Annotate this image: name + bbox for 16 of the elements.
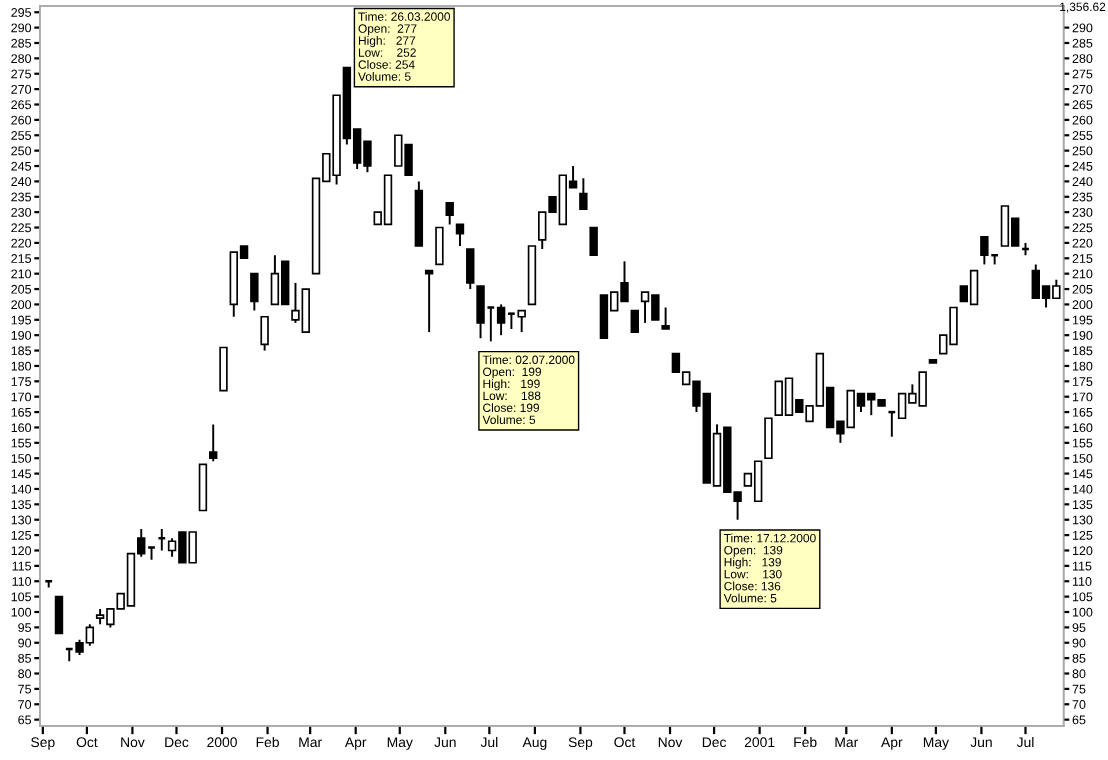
candlestick <box>219 346 228 392</box>
candlestick <box>435 226 444 266</box>
candlestick <box>579 177 588 210</box>
candlestick <box>928 358 938 364</box>
candlestick <box>424 269 434 334</box>
candlestick <box>414 180 424 247</box>
candlestick <box>54 595 64 635</box>
candlestick <box>198 463 208 512</box>
candlestick <box>250 272 259 312</box>
candlestick <box>527 245 537 306</box>
candlestick <box>764 417 773 460</box>
candlestick <box>630 309 639 333</box>
candlestick <box>260 315 269 352</box>
candlestick <box>589 226 598 257</box>
candlestick <box>661 306 670 330</box>
candlestick <box>455 223 465 247</box>
